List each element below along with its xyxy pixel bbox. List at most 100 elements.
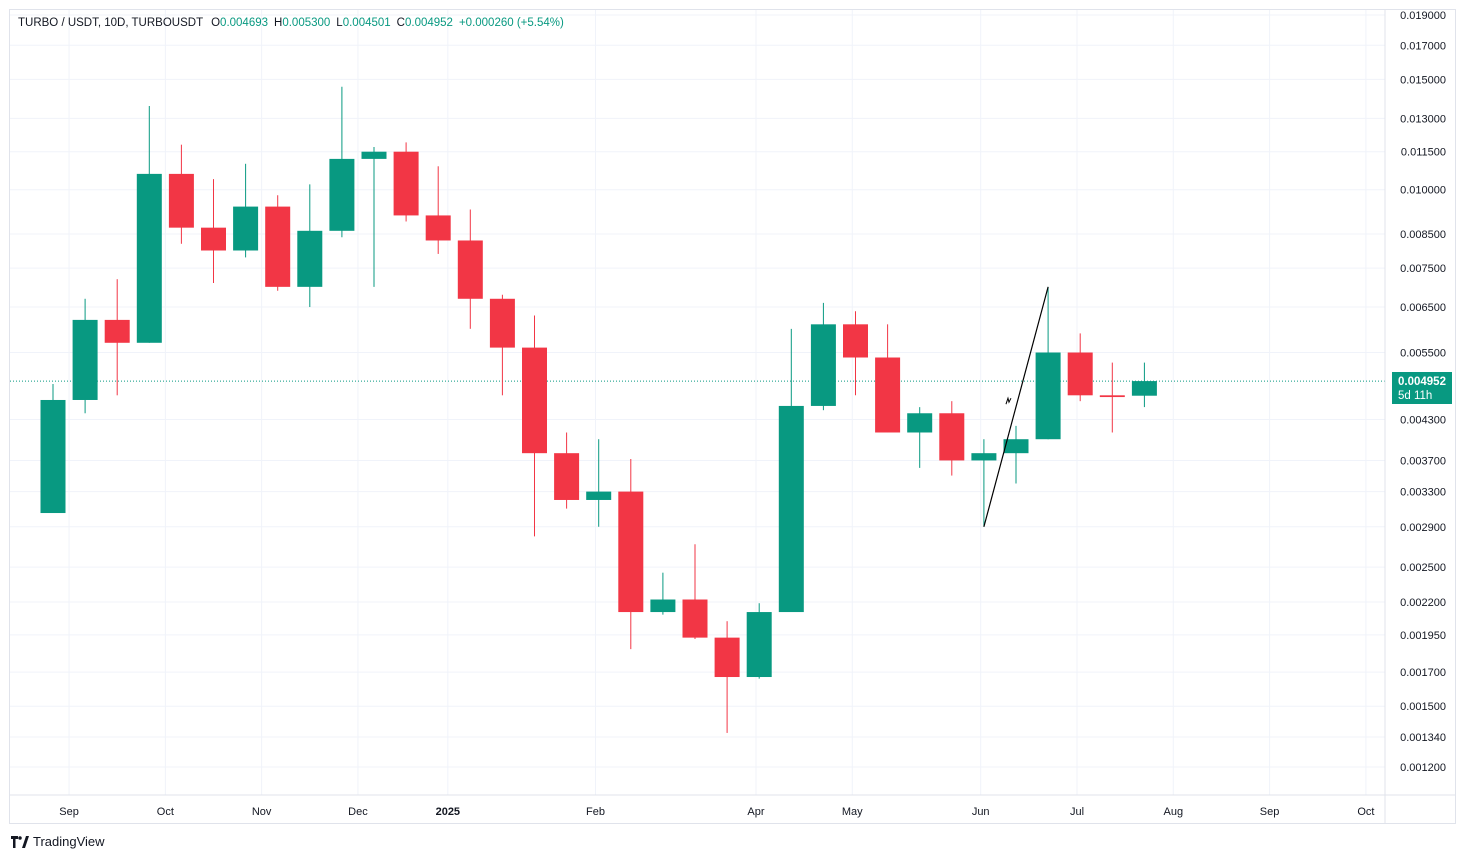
high-label: H (274, 17, 283, 29)
y-tick-label: 0.001340 (1400, 732, 1446, 744)
bar-countdown: 5d 11h (1398, 390, 1433, 402)
candle-body (939, 413, 965, 461)
tradingview-logo-text: TradingView (33, 834, 105, 849)
x-tick-label: 2025 (436, 806, 460, 818)
candle[interactable] (136, 106, 162, 343)
candle[interactable] (425, 166, 451, 254)
y-tick-label: 0.013000 (1400, 113, 1446, 125)
candle[interactable] (168, 144, 194, 244)
y-tick-label: 0.010000 (1400, 185, 1446, 197)
x-tick-label: Oct (157, 806, 174, 818)
candle[interactable] (201, 179, 226, 283)
candle[interactable] (971, 439, 997, 527)
candle-body (72, 319, 98, 400)
candle[interactable] (746, 603, 772, 679)
candle[interactable] (297, 184, 323, 308)
y-tick-label: 0.001700 (1400, 667, 1446, 679)
candle[interactable] (843, 311, 868, 396)
symbol-title[interactable]: TURBO / USDT, 10D, TURBOUSDT (18, 17, 204, 29)
candle[interactable] (329, 86, 355, 238)
candle[interactable] (489, 294, 515, 396)
candle-body (168, 173, 194, 228)
candle-body (489, 298, 515, 348)
trend-line-drawing (983, 286, 1049, 527)
x-tick-label: Sep (59, 806, 79, 818)
candle[interactable] (72, 298, 98, 414)
candle[interactable] (1131, 362, 1157, 408)
candle[interactable] (265, 195, 291, 291)
candle-body (265, 206, 291, 287)
candle[interactable] (393, 142, 419, 222)
change-value: +0.000260 (+5.54%) (458, 17, 564, 29)
candle[interactable] (586, 439, 612, 527)
candle-body (714, 637, 740, 678)
last-price-badge: 0.004952 5d 11h (1392, 372, 1452, 404)
candle-body (778, 405, 804, 613)
x-tick-label: Oct (1357, 806, 1374, 818)
open-value: 0.004693 (220, 17, 269, 29)
high-value: 0.005300 (282, 17, 331, 29)
candle[interactable] (650, 572, 676, 615)
candle[interactable] (104, 279, 130, 396)
x-tick-label: Jun (972, 806, 990, 818)
candle-body (393, 151, 419, 216)
candle[interactable] (778, 328, 804, 613)
y-tick-label: 0.001200 (1400, 762, 1446, 774)
trend-line[interactable] (983, 286, 1049, 527)
candle[interactable] (554, 432, 580, 509)
y-tick-label: 0.001500 (1400, 701, 1446, 713)
candle-body (554, 453, 580, 500)
y-tick-label: 0.005500 (1400, 348, 1446, 360)
candle[interactable] (40, 383, 66, 514)
candles-layer (40, 86, 1157, 733)
candle-body (618, 491, 644, 613)
candle-body (1003, 439, 1029, 454)
candle-body (522, 347, 547, 454)
x-tick-label: Jul (1070, 806, 1084, 818)
candle-body (1035, 352, 1061, 440)
candle-body (1067, 352, 1093, 396)
candle-body (457, 240, 483, 299)
candle-body (746, 612, 772, 678)
candle[interactable] (939, 401, 965, 476)
tradingview-logo-icon (11, 835, 29, 848)
candle[interactable] (233, 163, 259, 258)
candle[interactable] (907, 407, 933, 468)
candle[interactable] (1067, 333, 1093, 402)
candle[interactable] (361, 147, 387, 287)
price-axis: 0.019000 0.017000 0.015000 0.013000 0.011500… (1384, 10, 1446, 823)
x-tick-label: Sep (1260, 806, 1280, 818)
candle[interactable] (1099, 362, 1125, 433)
candle-body (201, 227, 226, 251)
y-tick-label: 0.011500 (1401, 147, 1446, 159)
candle[interactable] (714, 621, 740, 733)
candle-body (586, 491, 612, 500)
symbol-ohlc-legend: TURBO / USDT, 10D, TURBOUSDT O0.004693 H… (18, 17, 564, 29)
y-tick-label: 0.003300 (1400, 487, 1446, 499)
x-tick-label: Feb (586, 806, 605, 818)
candle[interactable] (1003, 425, 1029, 484)
close-label: C (396, 17, 405, 29)
tradingview-logo[interactable]: TradingView (11, 834, 105, 849)
y-tick-label: 0.001950 (1400, 630, 1446, 642)
candle[interactable] (522, 315, 547, 537)
candle-body (810, 324, 836, 406)
candle-body (875, 357, 901, 433)
y-tick-label: 0.002200 (1400, 597, 1446, 609)
candle[interactable] (457, 209, 483, 329)
x-tick-label: Apr (747, 806, 764, 818)
candle[interactable] (810, 302, 836, 411)
close-value: 0.004952 (404, 17, 453, 29)
chart-frame (9, 9, 1456, 824)
y-tick-label: 0.006500 (1400, 302, 1446, 314)
candle-body (843, 324, 868, 358)
candle[interactable] (1035, 286, 1061, 440)
candle[interactable] (618, 458, 644, 650)
y-tick-label: 0.015000 (1400, 74, 1446, 86)
candle[interactable] (875, 324, 901, 433)
candle[interactable] (682, 544, 708, 640)
candle-body (329, 158, 355, 231)
x-tick-label: Dec (348, 806, 368, 818)
candle-body (40, 399, 66, 514)
